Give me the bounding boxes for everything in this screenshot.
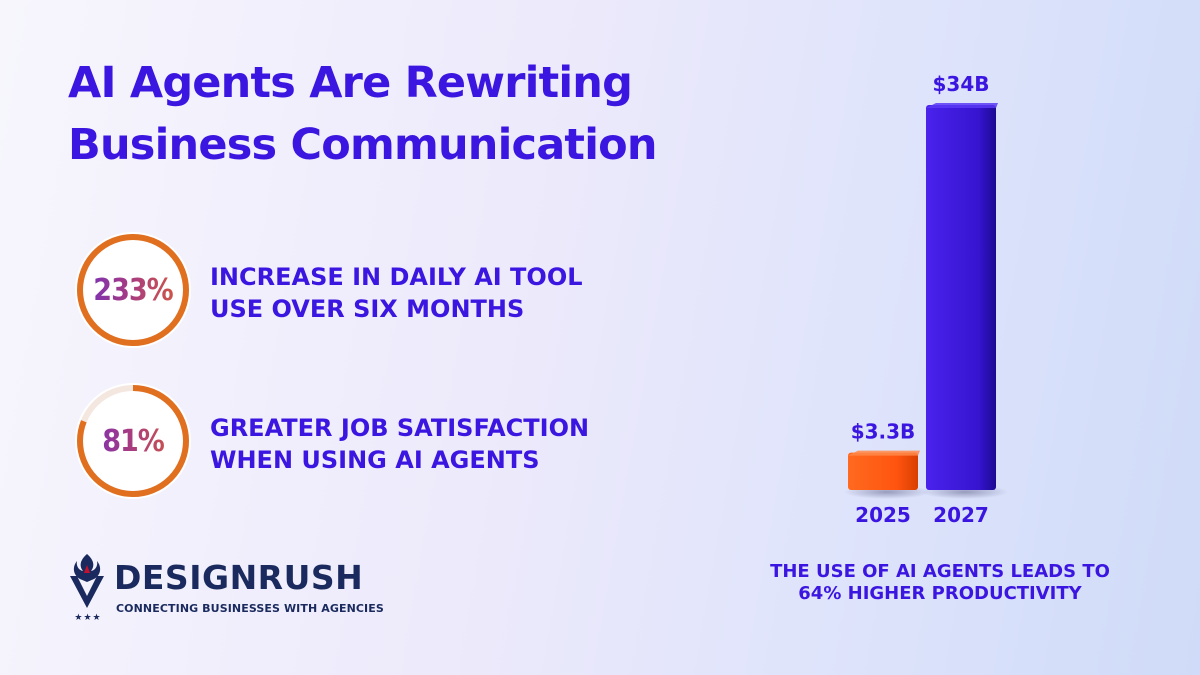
- headline: AI Agents Are Rewriting Business Communi…: [68, 52, 657, 176]
- bar-top-face: [848, 450, 920, 456]
- ring-progress-arc: [77, 385, 189, 497]
- progress-ring-icon: [75, 383, 191, 499]
- bar-value-label: $34B: [933, 72, 990, 96]
- stat-description: INCREASE IN DAILY AI TOOL USE OVER SIX M…: [210, 261, 680, 325]
- bar-top-face: [926, 103, 998, 108]
- brand-tagline: CONNECTING BUSINESSES WITH AGENCIES: [116, 602, 384, 615]
- bar-2025: [848, 452, 918, 490]
- stat-description-line-2: USE OVER SIX MONTHS: [210, 295, 525, 323]
- headline-line-1: AI Agents Are Rewriting: [68, 58, 633, 108]
- bar-chart-svg: $3.3B 2025 $34B 2027: [843, 72, 1009, 527]
- stat-description-line-2: WHEN USING AI AGENTS: [210, 446, 540, 474]
- bar-2027: [926, 105, 996, 490]
- brand-name: DESIGNRUSH: [114, 558, 364, 597]
- stat-job-satisfaction: 81% GREATER JOB SATISFACTION WHEN USING …: [72, 380, 692, 502]
- x-tick-label: 2025: [855, 503, 911, 527]
- ring-face: [75, 232, 191, 348]
- stat-value: 233%: [72, 229, 194, 351]
- stat-description-line-1: INCREASE IN DAILY AI TOOL: [210, 263, 583, 291]
- stat-description: GREATER JOB SATISFACTION WHEN USING AI A…: [210, 412, 680, 476]
- caption-line-2: 64% HIGHER PRODUCTIVITY: [798, 583, 1082, 604]
- stat-description-line-1: GREATER JOB SATISFACTION: [210, 414, 590, 442]
- rating-stars: ★★★: [74, 613, 101, 623]
- stat-ring: 81%: [72, 380, 194, 502]
- x-tick-label: 2027: [933, 503, 989, 527]
- stat-daily-ai-tool-use: 233% INCREASE IN DAILY AI TOOL USE OVER …: [72, 229, 692, 351]
- caption-line-1: THE USE OF AI AGENTS LEADS TO: [770, 561, 1110, 582]
- headline-line-2: Business Communication: [68, 120, 657, 170]
- ring-progress-arc: [77, 234, 189, 346]
- designrush-logo[interactable]: ★★★ DESIGNRUSH CONNECTING BUSINESSES WIT…: [68, 552, 408, 624]
- designrush-flame-shield-icon: ★★★: [70, 554, 104, 623]
- chart-caption: THE USE OF AI AGENTS LEADS TO 64% HIGHER…: [730, 561, 1150, 605]
- stat-ring: 233%: [72, 229, 194, 351]
- stat-value: 81%: [72, 380, 194, 502]
- ring-face: [75, 383, 191, 499]
- market-size-bar-chart: $3.3B 2025 $34B 2027: [830, 60, 1070, 530]
- bar-value-label: $3.3B: [851, 420, 916, 444]
- progress-ring-icon: [75, 232, 191, 348]
